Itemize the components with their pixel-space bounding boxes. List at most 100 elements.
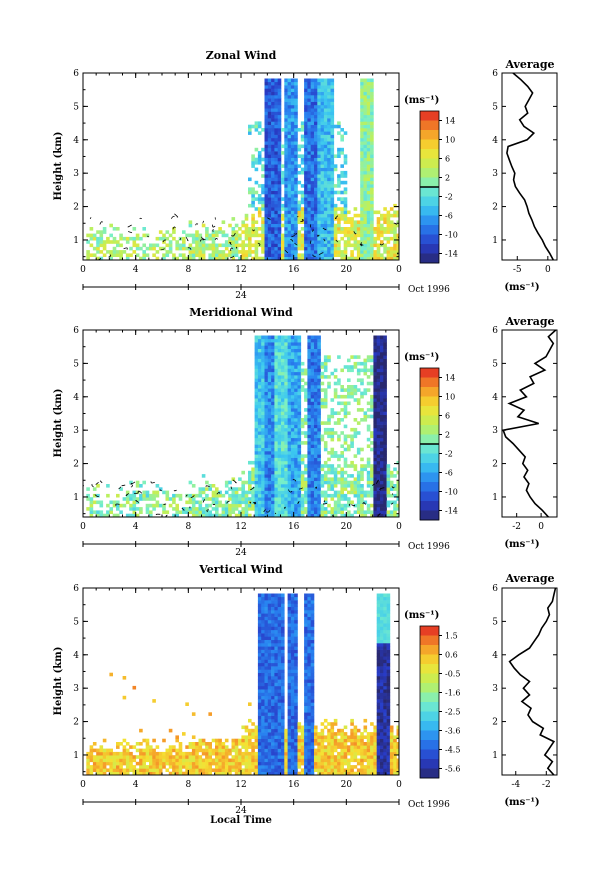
heatmap-cell bbox=[257, 619, 262, 624]
heatmap-cell bbox=[310, 210, 315, 215]
heatmap-cell bbox=[330, 147, 335, 152]
heatmap-cell bbox=[337, 355, 341, 359]
heatmap-cell bbox=[248, 243, 252, 248]
heatmap-cell bbox=[271, 404, 275, 409]
heatmap-cell bbox=[320, 503, 325, 508]
heatmap-cell bbox=[261, 197, 265, 201]
heatmap-cell bbox=[271, 679, 275, 683]
heatmap-cell bbox=[297, 431, 302, 435]
heatmap-cell bbox=[333, 227, 338, 231]
heatmap-cell bbox=[376, 381, 381, 386]
heatmap-cell bbox=[290, 385, 295, 389]
heatmap-cell bbox=[142, 771, 146, 775]
heatmap-cell bbox=[333, 154, 338, 158]
heatmap-cell bbox=[373, 381, 377, 386]
heatmap-cell bbox=[257, 662, 262, 667]
heatmap-cell bbox=[191, 765, 196, 769]
heatmap-cell bbox=[310, 487, 315, 491]
heatmap-cell bbox=[327, 144, 331, 149]
heatmap-cell bbox=[238, 500, 242, 505]
heatmap-cell bbox=[264, 81, 269, 86]
heatmap-cell bbox=[86, 771, 90, 775]
heatmap-cell bbox=[330, 467, 335, 472]
heatmap-cell bbox=[297, 421, 302, 425]
heatmap-cell bbox=[307, 394, 311, 399]
heatmap-cell bbox=[380, 487, 384, 491]
heatmap-cell bbox=[330, 81, 335, 86]
heatmap-cell bbox=[234, 230, 239, 234]
heatmap-cell bbox=[363, 180, 368, 185]
heatmap-cell bbox=[284, 121, 288, 125]
heatmap-cell bbox=[224, 765, 229, 769]
heatmap-cell bbox=[135, 761, 140, 766]
heatmap-cell bbox=[261, 649, 265, 654]
heatmap-cell bbox=[281, 507, 285, 511]
heatmap-cell bbox=[383, 474, 387, 478]
heatmap-cell bbox=[333, 207, 338, 211]
heatmap-cell bbox=[297, 418, 302, 422]
heatmap-cell bbox=[314, 385, 318, 389]
heatmap-cell bbox=[116, 755, 120, 759]
heatmap-cell bbox=[221, 250, 226, 254]
heatmap-cell bbox=[274, 427, 278, 432]
heatmap-cell bbox=[277, 124, 282, 129]
colorbar-tick-label: -14 bbox=[445, 507, 458, 516]
heatmap-cell bbox=[307, 128, 311, 132]
heatmap-cell bbox=[294, 427, 298, 432]
heatmap-cell bbox=[307, 230, 311, 234]
heatmap-cell bbox=[327, 88, 331, 92]
heatmap-cell bbox=[277, 474, 282, 478]
heatmap-cell bbox=[119, 243, 123, 248]
y-tick-label: 5 bbox=[73, 359, 79, 369]
heatmap-cell bbox=[290, 220, 295, 224]
heatmap-cell bbox=[370, 464, 374, 468]
heatmap-cell bbox=[310, 128, 315, 132]
heatmap-cell bbox=[310, 243, 315, 248]
heatmap-cell bbox=[168, 497, 173, 501]
heatmap-cell bbox=[284, 164, 288, 168]
heatmap-cell bbox=[277, 246, 282, 251]
heatmap-cell bbox=[274, 167, 278, 172]
heatmap-cell bbox=[317, 484, 321, 488]
heatmap-cell bbox=[267, 230, 272, 234]
heatmap-cell bbox=[393, 474, 397, 478]
heatmap-cell bbox=[241, 497, 245, 501]
heatmap-cell bbox=[307, 157, 311, 162]
heatmap-cell bbox=[310, 174, 315, 178]
heatmap-cell bbox=[188, 243, 193, 248]
heatmap-cell bbox=[373, 210, 377, 215]
heatmap-cell bbox=[261, 652, 265, 657]
heatmap-cell bbox=[264, 705, 269, 710]
heatmap-cell bbox=[238, 771, 242, 775]
heatmap-cell bbox=[360, 108, 364, 112]
heatmap-cell bbox=[271, 487, 275, 491]
heatmap-cell bbox=[119, 236, 123, 241]
heatmap-cell bbox=[92, 755, 97, 759]
heatmap-cell bbox=[317, 121, 321, 125]
heatmap-cell bbox=[195, 250, 199, 254]
heatmap-cell bbox=[350, 355, 354, 359]
heatmap-cell bbox=[307, 368, 311, 373]
heatmap-cell bbox=[267, 742, 272, 746]
heatmap-cell bbox=[300, 200, 305, 205]
heatmap-cell bbox=[314, 345, 318, 349]
heatmap-cell bbox=[274, 358, 278, 363]
heatmap-cell bbox=[343, 243, 348, 248]
heatmap-cell bbox=[264, 672, 269, 677]
heatmap-cell bbox=[310, 256, 315, 260]
heatmap-cell bbox=[366, 414, 371, 419]
heatmap-cell bbox=[290, 203, 295, 208]
heatmap-cell bbox=[271, 190, 275, 195]
heatmap-cell bbox=[264, 619, 269, 624]
heatmap-cell bbox=[320, 154, 325, 158]
heatmap-cell bbox=[297, 128, 302, 132]
heatmap-cell bbox=[92, 493, 97, 498]
heatmap-cell bbox=[320, 131, 325, 135]
heatmap-cell bbox=[125, 240, 130, 244]
heatmap-cell bbox=[366, 233, 371, 238]
heatmap-cell bbox=[267, 361, 272, 366]
heatmap-cell bbox=[356, 487, 361, 491]
heatmap-cell bbox=[267, 378, 272, 382]
heatmap-cell bbox=[195, 233, 199, 238]
heatmap-cell bbox=[320, 220, 325, 224]
